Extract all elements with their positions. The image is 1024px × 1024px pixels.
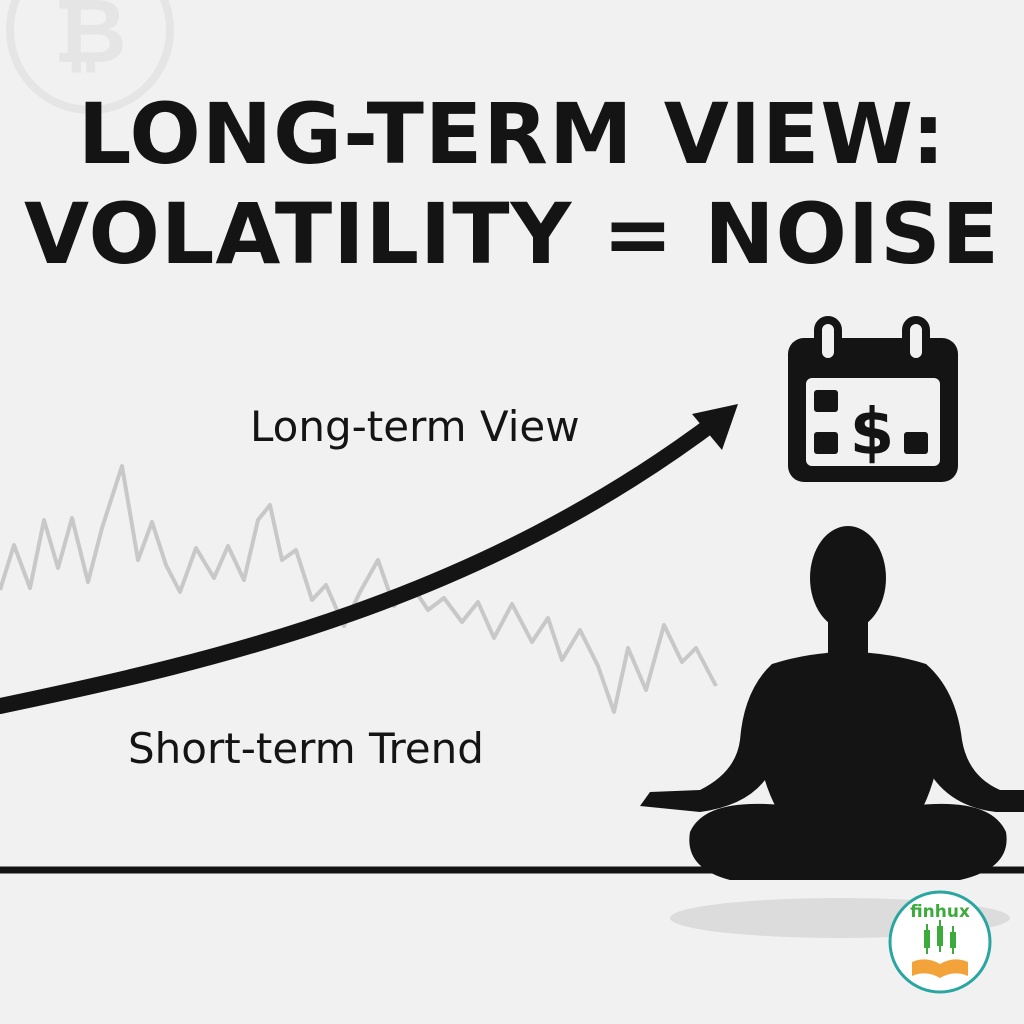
arrow-head [692,404,738,450]
long-term-trend-arrow [0,410,728,714]
finhux-logo: finhux [888,890,992,994]
finhux-logo-icon [888,890,992,994]
bitcoin-icon: ₿ [6,0,174,114]
calendar-dollar-icon: $ [788,316,958,482]
long-term-view-label: Long-term View [250,402,580,451]
page-title-line-1: LONG-TERM VIEW: [77,85,947,183]
page-title-line-2: VOLATILITY = NOISE [23,185,1001,283]
short-term-trend-label: Short-term Trend [128,724,484,773]
bitcoin-symbol: ₿ [53,0,126,84]
finhux-logo-text: finhux [910,902,970,922]
volatility-noise-line [0,464,718,714]
calendar-dollar-symbol: $ [850,396,895,470]
meditating-person-icon [640,526,1024,938]
